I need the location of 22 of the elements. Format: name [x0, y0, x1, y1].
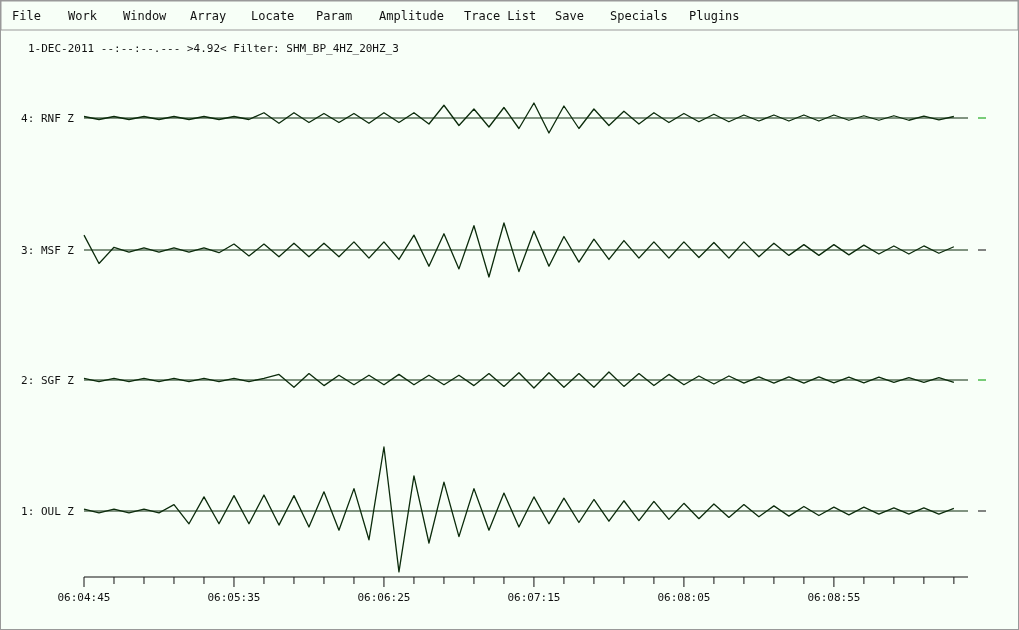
text: Save [555, 9, 584, 23]
series-label: 4: RNF Z [21, 112, 75, 125]
text: Param [316, 9, 353, 23]
x-tick-label: 06:05:35 [207, 591, 261, 604]
x-tick-label: 06:07:15 [507, 591, 561, 604]
text: Array [190, 9, 227, 23]
series-label: 1: OUL Z [21, 505, 75, 518]
series-label: 2: SGF Z [21, 374, 75, 387]
x-tick-label: 06:06:25 [357, 591, 411, 604]
chart-title: 1-DEC-2011 --:--:--.--- >4.92< Filter: SHM_BP_4HZ_20HZ_3 [28, 42, 399, 55]
text: Amplitude [379, 9, 445, 23]
text: Plugins [689, 9, 740, 23]
text: Trace List [464, 9, 537, 23]
text: File [12, 9, 41, 23]
series-label: 3: MSF Z [21, 244, 75, 257]
x-tick-label: 06:08:05 [657, 591, 711, 604]
x-tick-label: 06:04:45 [57, 591, 111, 604]
text: Locate [251, 9, 295, 23]
text: Specials [610, 9, 668, 23]
text: Window [123, 9, 168, 23]
text: Work [68, 9, 98, 23]
x-tick-label: 06:08:55 [807, 591, 861, 604]
